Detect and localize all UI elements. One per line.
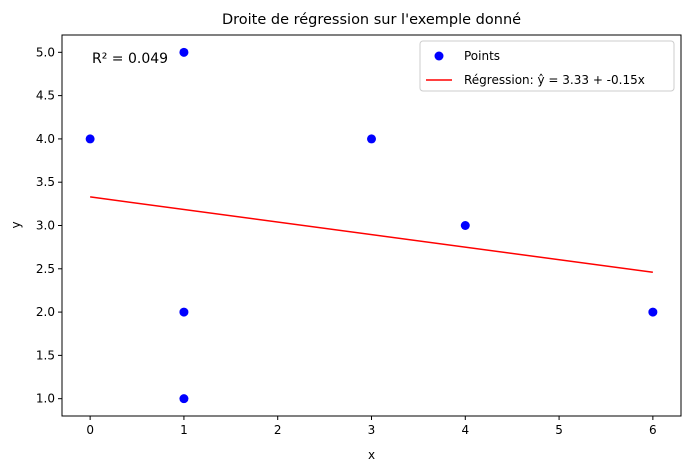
- y-tick-label: 3.0: [36, 219, 55, 233]
- y-tick-label: 1.0: [36, 392, 55, 406]
- data-point: [460, 221, 470, 230]
- y-axis-label: y: [9, 221, 23, 228]
- legend: Points Régression: ŷ = 3.33 + -0.15x: [419, 40, 675, 92]
- data-point: [179, 47, 189, 57]
- y-tick-label: 4.0: [36, 132, 55, 146]
- x-tick-label: 3: [368, 423, 376, 437]
- x-tick-label: 2: [274, 423, 282, 437]
- data-point: [179, 394, 189, 404]
- data-point: [367, 134, 376, 144]
- x-tick-label: 0: [86, 423, 94, 437]
- x-tick-label: 4: [461, 423, 469, 437]
- x-tick-label: 6: [649, 423, 657, 437]
- y-tick-label: 2.0: [36, 305, 55, 319]
- chart-title: Droite de régression sur l'exemple donné: [222, 12, 521, 28]
- y-tick-label: 4.5: [36, 89, 55, 103]
- y-tick-label: 3.5: [36, 175, 55, 189]
- y-tick-label: 2.5: [36, 262, 55, 276]
- legend-box: [419, 40, 675, 92]
- data-point: [85, 134, 95, 144]
- x-tick-label: 5: [555, 423, 563, 437]
- r-squared-annotation: R² = 0.049: [92, 51, 168, 67]
- legend-marker-points: [434, 51, 444, 61]
- x-axis-label: x: [368, 448, 375, 462]
- plot-area: 0 1 2 3 4 5 6 1.0 1.5 2.0 2.5 3.0 3.5 4.0 4.5 5.0: [36, 34, 682, 437]
- regression-line: [90, 196, 653, 274]
- data-point: [648, 307, 658, 317]
- y-tick-label: 1.5: [36, 348, 55, 362]
- x-tick-label: 1: [180, 423, 188, 437]
- legend-entry-label: Points: [464, 49, 500, 63]
- y-tick-label: 5.0: [36, 45, 55, 59]
- legend-entry-label: Régression: ŷ = 3.33 + -0.15x: [464, 73, 645, 87]
- data-point: [179, 307, 189, 317]
